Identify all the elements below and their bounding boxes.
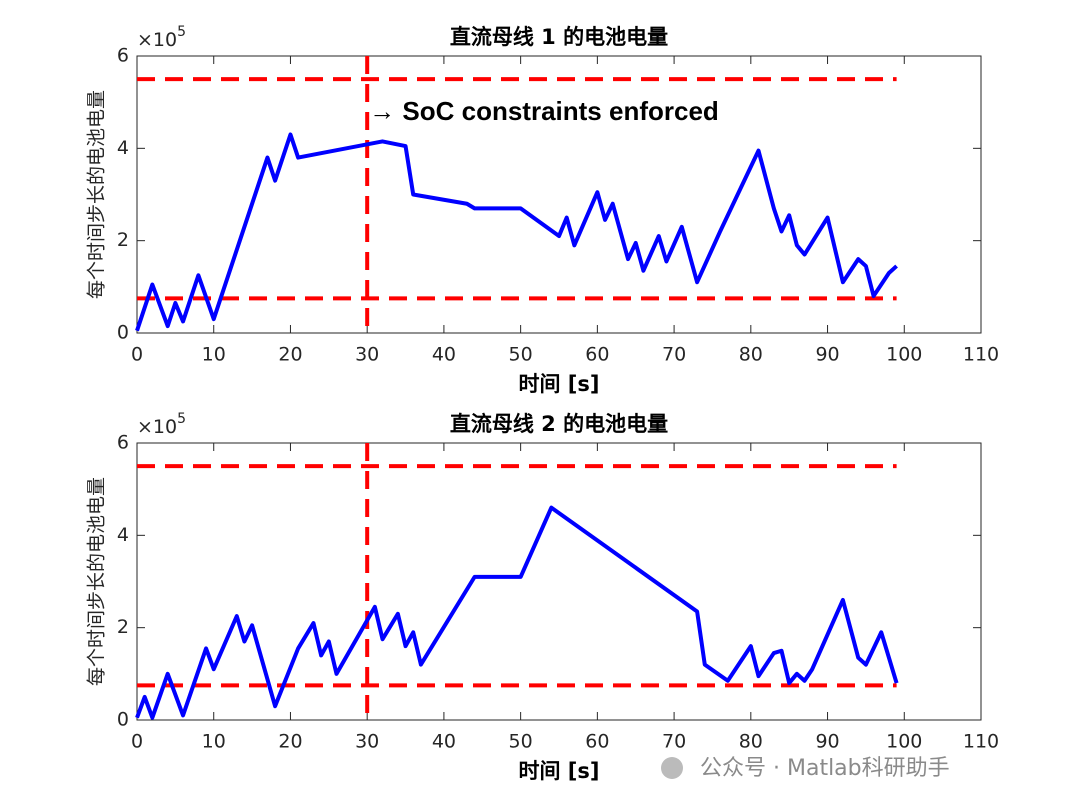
- y-multiplier: ×105: [137, 411, 186, 438]
- y-multiplier: ×105: [137, 24, 186, 51]
- x-tick-label: 110: [963, 731, 999, 753]
- y-axis-label: 每个时间步长的电池电量: [86, 477, 108, 686]
- x-tick-label: 70: [662, 344, 686, 366]
- y-axis-label: 每个时间步长的电池电量: [86, 90, 108, 299]
- x-tick-label: 20: [278, 731, 302, 753]
- chart-title: 直流母线 2 的电池电量: [450, 412, 668, 436]
- multiplier-exponent: 5: [177, 24, 186, 40]
- y-tick-label: 4: [117, 524, 129, 546]
- series-line: [135, 505, 899, 720]
- x-tick-label: 40: [432, 344, 456, 366]
- axes-box: [136, 442, 982, 721]
- x-tick-label: 110: [963, 344, 999, 366]
- y-tick-label: 0: [117, 709, 129, 731]
- x-axis-label: 时间 [s]: [518, 372, 599, 396]
- x-tick-label: 50: [509, 731, 533, 753]
- x-tick-label: 40: [432, 731, 456, 753]
- series-line: [135, 132, 898, 332]
- x-tick-label: 80: [739, 731, 763, 753]
- x-tick-label: 30: [355, 344, 379, 366]
- y-tick-label: 4: [117, 137, 129, 159]
- y-tick-label: 6: [117, 45, 129, 67]
- y-tick-label: 6: [117, 432, 129, 454]
- x-tick-label: 60: [585, 344, 609, 366]
- y-tick-label: 0: [117, 322, 129, 344]
- x-tick-label: 0: [131, 344, 143, 366]
- x-tick-label: 10: [202, 731, 226, 753]
- x-axis-label: 时间 [s]: [518, 759, 599, 783]
- annotation: → SoC constraints enforced: [369, 96, 719, 126]
- x-tick-label: 90: [815, 731, 839, 753]
- axes-box: [136, 55, 982, 334]
- x-tick-label: 0: [131, 731, 143, 753]
- chart-title: 直流母线 1 的电池电量: [450, 25, 668, 49]
- x-tick-label: 20: [278, 344, 302, 366]
- x-tick-label: 80: [739, 344, 763, 366]
- x-tick-label: 10: [202, 344, 226, 366]
- multiplier-base: ×10: [137, 29, 177, 51]
- watermark: 公众号 · Matlab科研助手: [700, 756, 950, 781]
- x-tick-label: 60: [585, 731, 609, 753]
- x-tick-label: 100: [886, 731, 922, 753]
- y-tick-label: 2: [117, 229, 129, 251]
- x-tick-label: 50: [509, 344, 533, 366]
- multiplier-exponent: 5: [177, 411, 186, 427]
- x-tick-label: 100: [886, 344, 922, 366]
- x-tick-label: 70: [662, 731, 686, 753]
- multiplier-base: ×10: [137, 416, 177, 438]
- y-tick-label: 2: [117, 616, 129, 638]
- watermark-icon: [661, 757, 683, 779]
- x-tick-label: 30: [355, 731, 379, 753]
- x-tick-label: 90: [815, 344, 839, 366]
